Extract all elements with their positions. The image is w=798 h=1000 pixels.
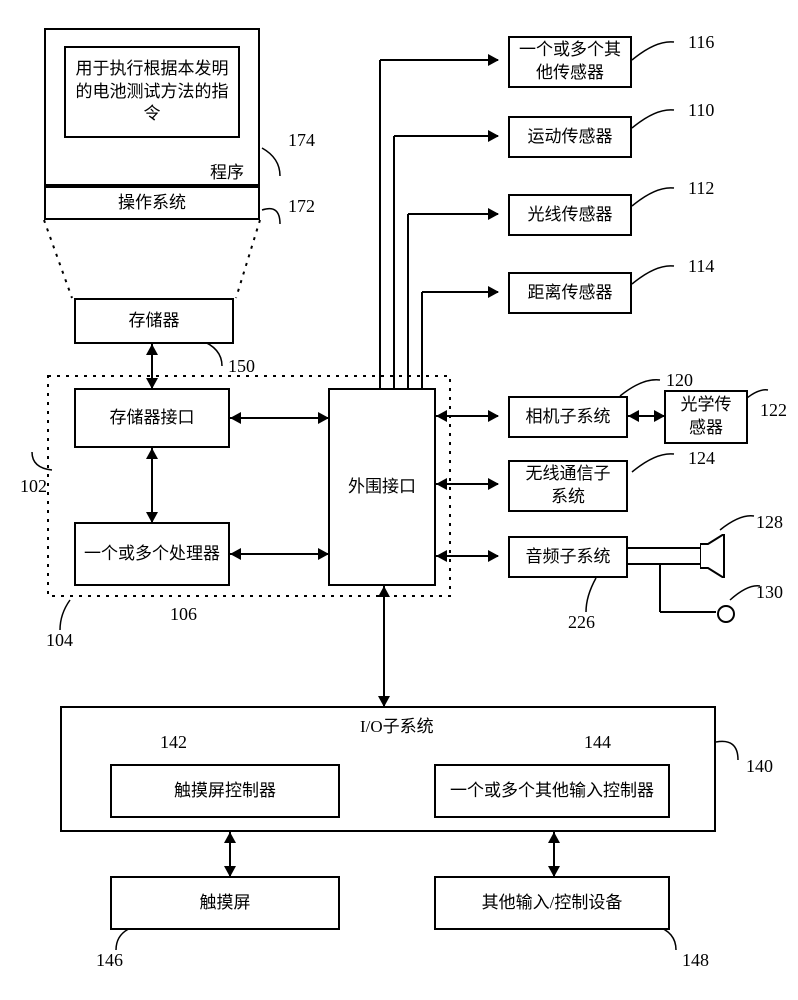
periph-box: 外围接口 [328, 388, 436, 586]
ref-174: 174 [288, 130, 315, 151]
ref-144: 144 [584, 732, 611, 753]
arrowhead-icon [224, 866, 236, 877]
arrowhead-icon [378, 586, 390, 597]
program-label: 程序 [210, 158, 244, 183]
os-box: 操作系统 [44, 186, 260, 220]
arrowhead-icon [488, 478, 499, 490]
sensors-other-box: 一个或多个其他传感器 [508, 36, 632, 88]
ref-124: 124 [688, 448, 715, 469]
arrowhead-icon [488, 410, 499, 422]
arrowhead-icon [488, 286, 499, 298]
wireless-label: 无线通信子系统 [518, 463, 618, 509]
ref-120: 120 [666, 370, 693, 391]
ref-114: 114 [688, 256, 714, 277]
sensors-other-label: 一个或多个其他传感器 [518, 39, 622, 85]
ref-116: 116 [688, 32, 714, 53]
processors-label: 一个或多个处理器 [84, 543, 220, 566]
audio-box: 音频子系统 [508, 536, 628, 578]
arrowhead-icon [224, 832, 236, 843]
arrowhead-icon [436, 478, 447, 490]
arrowhead-icon [146, 378, 158, 389]
touch-label: 触摸屏 [200, 892, 251, 915]
arrowhead-icon [146, 344, 158, 355]
other-ctrl-label: 一个或多个其他输入控制器 [450, 780, 654, 803]
mem-if-label: 存储器接口 [110, 407, 195, 430]
ref-226: 226 [568, 612, 595, 633]
ref-104: 104 [46, 630, 73, 651]
ref-172: 172 [288, 196, 315, 217]
camera-label: 相机子系统 [526, 406, 611, 429]
ref-148: 148 [682, 950, 709, 971]
optical-label: 光学传感器 [674, 394, 738, 440]
arrowhead-icon [488, 550, 499, 562]
arrowhead-icon [488, 54, 499, 66]
ref-128: 128 [756, 512, 783, 533]
mic-icon [716, 604, 736, 624]
arrowhead-icon [318, 412, 329, 424]
os-label: 操作系统 [118, 192, 186, 215]
ref-130: 130 [756, 582, 783, 603]
arrowhead-icon [548, 832, 560, 843]
motion-label: 运动传感器 [528, 126, 613, 149]
audio-label: 音频子系统 [526, 546, 611, 569]
arrowhead-icon [436, 550, 447, 562]
ref-146: 146 [96, 950, 123, 971]
memory-box: 存储器 [74, 298, 234, 344]
arrowhead-icon [488, 208, 499, 220]
other-ctrl-box: 一个或多个其他输入控制器 [434, 764, 670, 818]
arrowhead-icon [318, 548, 329, 560]
touch-ctrl-label: 触摸屏控制器 [174, 780, 276, 803]
arrowhead-icon [230, 548, 241, 560]
mem-if-box: 存储器接口 [74, 388, 230, 448]
arrowhead-icon [230, 412, 241, 424]
arrowhead-icon [146, 512, 158, 523]
io-label: I/O子系统 [360, 712, 434, 737]
wireless-box: 无线通信子系统 [508, 460, 628, 512]
ref-106: 106 [170, 604, 197, 625]
ref-142: 142 [160, 732, 187, 753]
proximity-box: 距离传感器 [508, 272, 632, 314]
memory-label: 存储器 [129, 310, 180, 333]
diagram-root: 用于执行根据本发明的电池测试方法的指令 程序 操作系统 存储器 存储器接口 一个… [0, 0, 798, 1000]
arrowhead-icon [654, 410, 665, 422]
arrowhead-icon [628, 410, 639, 422]
ref-112: 112 [688, 178, 714, 199]
touch-ctrl-box: 触摸屏控制器 [110, 764, 340, 818]
other-input-label: 其他输入/控制设备 [482, 892, 623, 915]
arrowhead-icon [488, 130, 499, 142]
light-box: 光线传感器 [508, 194, 632, 236]
speaker-icon [700, 534, 736, 578]
ref-150: 150 [228, 356, 255, 377]
ref-110: 110 [688, 100, 714, 121]
processors-box: 一个或多个处理器 [74, 522, 230, 586]
motion-box: 运动传感器 [508, 116, 632, 158]
ref-122: 122 [760, 400, 787, 421]
instructions-label: 用于执行根据本发明的电池测试方法的指令 [74, 58, 230, 127]
arrowhead-icon [548, 866, 560, 877]
instructions-box: 用于执行根据本发明的电池测试方法的指令 [64, 46, 240, 138]
ref-102: 102 [20, 476, 47, 497]
touch-box: 触摸屏 [110, 876, 340, 930]
arrowhead-icon [378, 696, 390, 707]
arrowhead-icon [146, 448, 158, 459]
arrowhead-icon [436, 410, 447, 422]
proximity-label: 距离传感器 [528, 282, 613, 305]
light-label: 光线传感器 [528, 204, 613, 227]
camera-box: 相机子系统 [508, 396, 628, 438]
ref-140: 140 [746, 756, 773, 777]
optical-box: 光学传感器 [664, 390, 748, 444]
other-input-box: 其他输入/控制设备 [434, 876, 670, 930]
periph-label: 外围接口 [348, 476, 416, 499]
